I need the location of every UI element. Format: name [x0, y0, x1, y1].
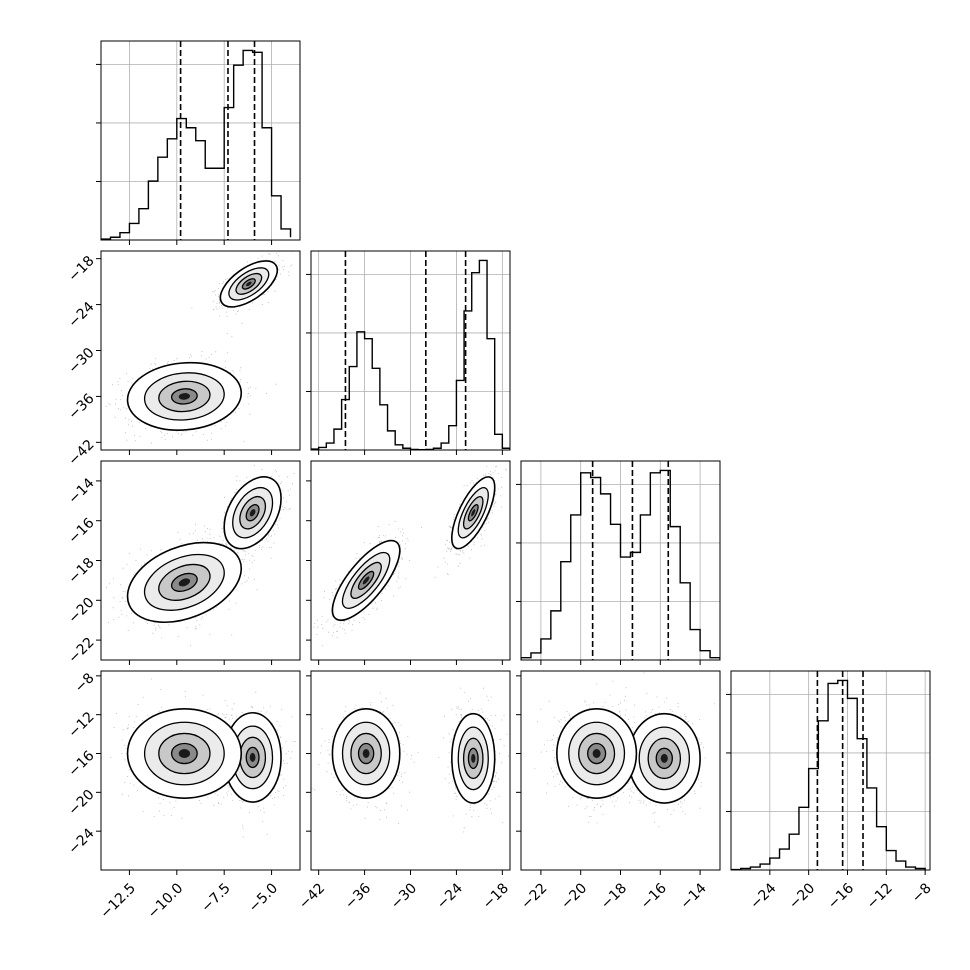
y-tick-label: −24: [65, 825, 97, 857]
panel-content: [313, 465, 507, 647]
panel-1-0: [96, 250, 301, 455]
contour-peak: [592, 749, 601, 758]
y-tick-label: −16: [65, 748, 97, 780]
x-tick-label: −30: [388, 880, 420, 912]
x-tick-label: −42: [296, 880, 328, 912]
x-tick-label: −24: [747, 880, 779, 912]
x-tick-label: −12: [864, 880, 896, 912]
panel-frame: [730, 670, 931, 871]
panel-content: [101, 251, 293, 444]
y-tick-label: −12: [65, 709, 97, 741]
x-tick-label: −22: [518, 880, 550, 912]
y-tick-label: −42: [65, 437, 97, 469]
y-tick-label: −20: [65, 787, 97, 819]
y-tick-label: −30: [65, 345, 97, 377]
contour-peak: [245, 281, 252, 287]
y-tick-label: −24: [65, 299, 97, 331]
panel-content: [521, 461, 720, 660]
panel-content: [534, 672, 720, 828]
histogram-step: [311, 259, 510, 450]
panel-3-3: [726, 670, 931, 875]
panel-content: [731, 671, 930, 870]
x-tick-label: −16: [638, 880, 670, 912]
contour-peak: [178, 749, 191, 758]
x-tick-label: −12.5: [97, 880, 139, 922]
panel-3-0: [96, 670, 301, 875]
panel-3-1: [306, 670, 511, 875]
panel-content: [311, 687, 509, 833]
x-tick-label: −20: [786, 880, 818, 912]
contour-peak: [362, 749, 370, 758]
contour-peak: [660, 753, 668, 763]
x-tick-label: −14: [678, 880, 710, 912]
contour-peak: [471, 509, 476, 517]
x-tick-label: −5.0: [246, 880, 281, 915]
panel-2-2: [516, 460, 721, 665]
x-tick-label: −20: [558, 880, 590, 912]
y-tick-label: −20: [65, 595, 97, 627]
x-tick-label: −8: [909, 880, 935, 906]
histogram-step: [731, 679, 926, 870]
histogram-step: [101, 49, 292, 240]
x-tick-label: −36: [342, 880, 374, 912]
contour-peak: [362, 576, 370, 585]
y-tick-label: −14: [65, 475, 97, 507]
x-tick-label: −7.5: [198, 880, 233, 915]
y-tick-label: −16: [65, 515, 97, 547]
panel-1-1: [306, 250, 511, 455]
y-tick-label: −18: [65, 253, 97, 285]
contour-peak: [249, 752, 256, 762]
y-tick-label: −22: [65, 634, 97, 666]
y-tick-label: −8: [72, 670, 98, 696]
contour-peak: [249, 509, 256, 517]
x-tick-label: −18: [598, 880, 630, 912]
y-tick-label: −18: [65, 555, 97, 587]
histogram-step: [521, 469, 720, 660]
x-tick-label: −10.0: [145, 880, 187, 922]
panel-content: [101, 41, 300, 240]
contour-peak: [471, 753, 476, 763]
contour-peak: [178, 393, 191, 400]
panel-2-1: [306, 460, 511, 665]
panel-content: [101, 678, 296, 838]
panel-3-2: [516, 670, 721, 875]
panel-0-0: [96, 40, 301, 245]
x-tick-label: −24: [434, 880, 466, 912]
panel-content: [101, 464, 295, 646]
panel-content: [311, 251, 510, 450]
y-tick-label: −36: [65, 391, 97, 423]
x-tick-label: −18: [480, 880, 512, 912]
contour-peak: [178, 578, 191, 587]
panel-2-0: [96, 460, 301, 665]
panel-frame: [100, 670, 301, 871]
panel-frame: [100, 40, 301, 241]
x-tick-label: −16: [825, 880, 857, 912]
